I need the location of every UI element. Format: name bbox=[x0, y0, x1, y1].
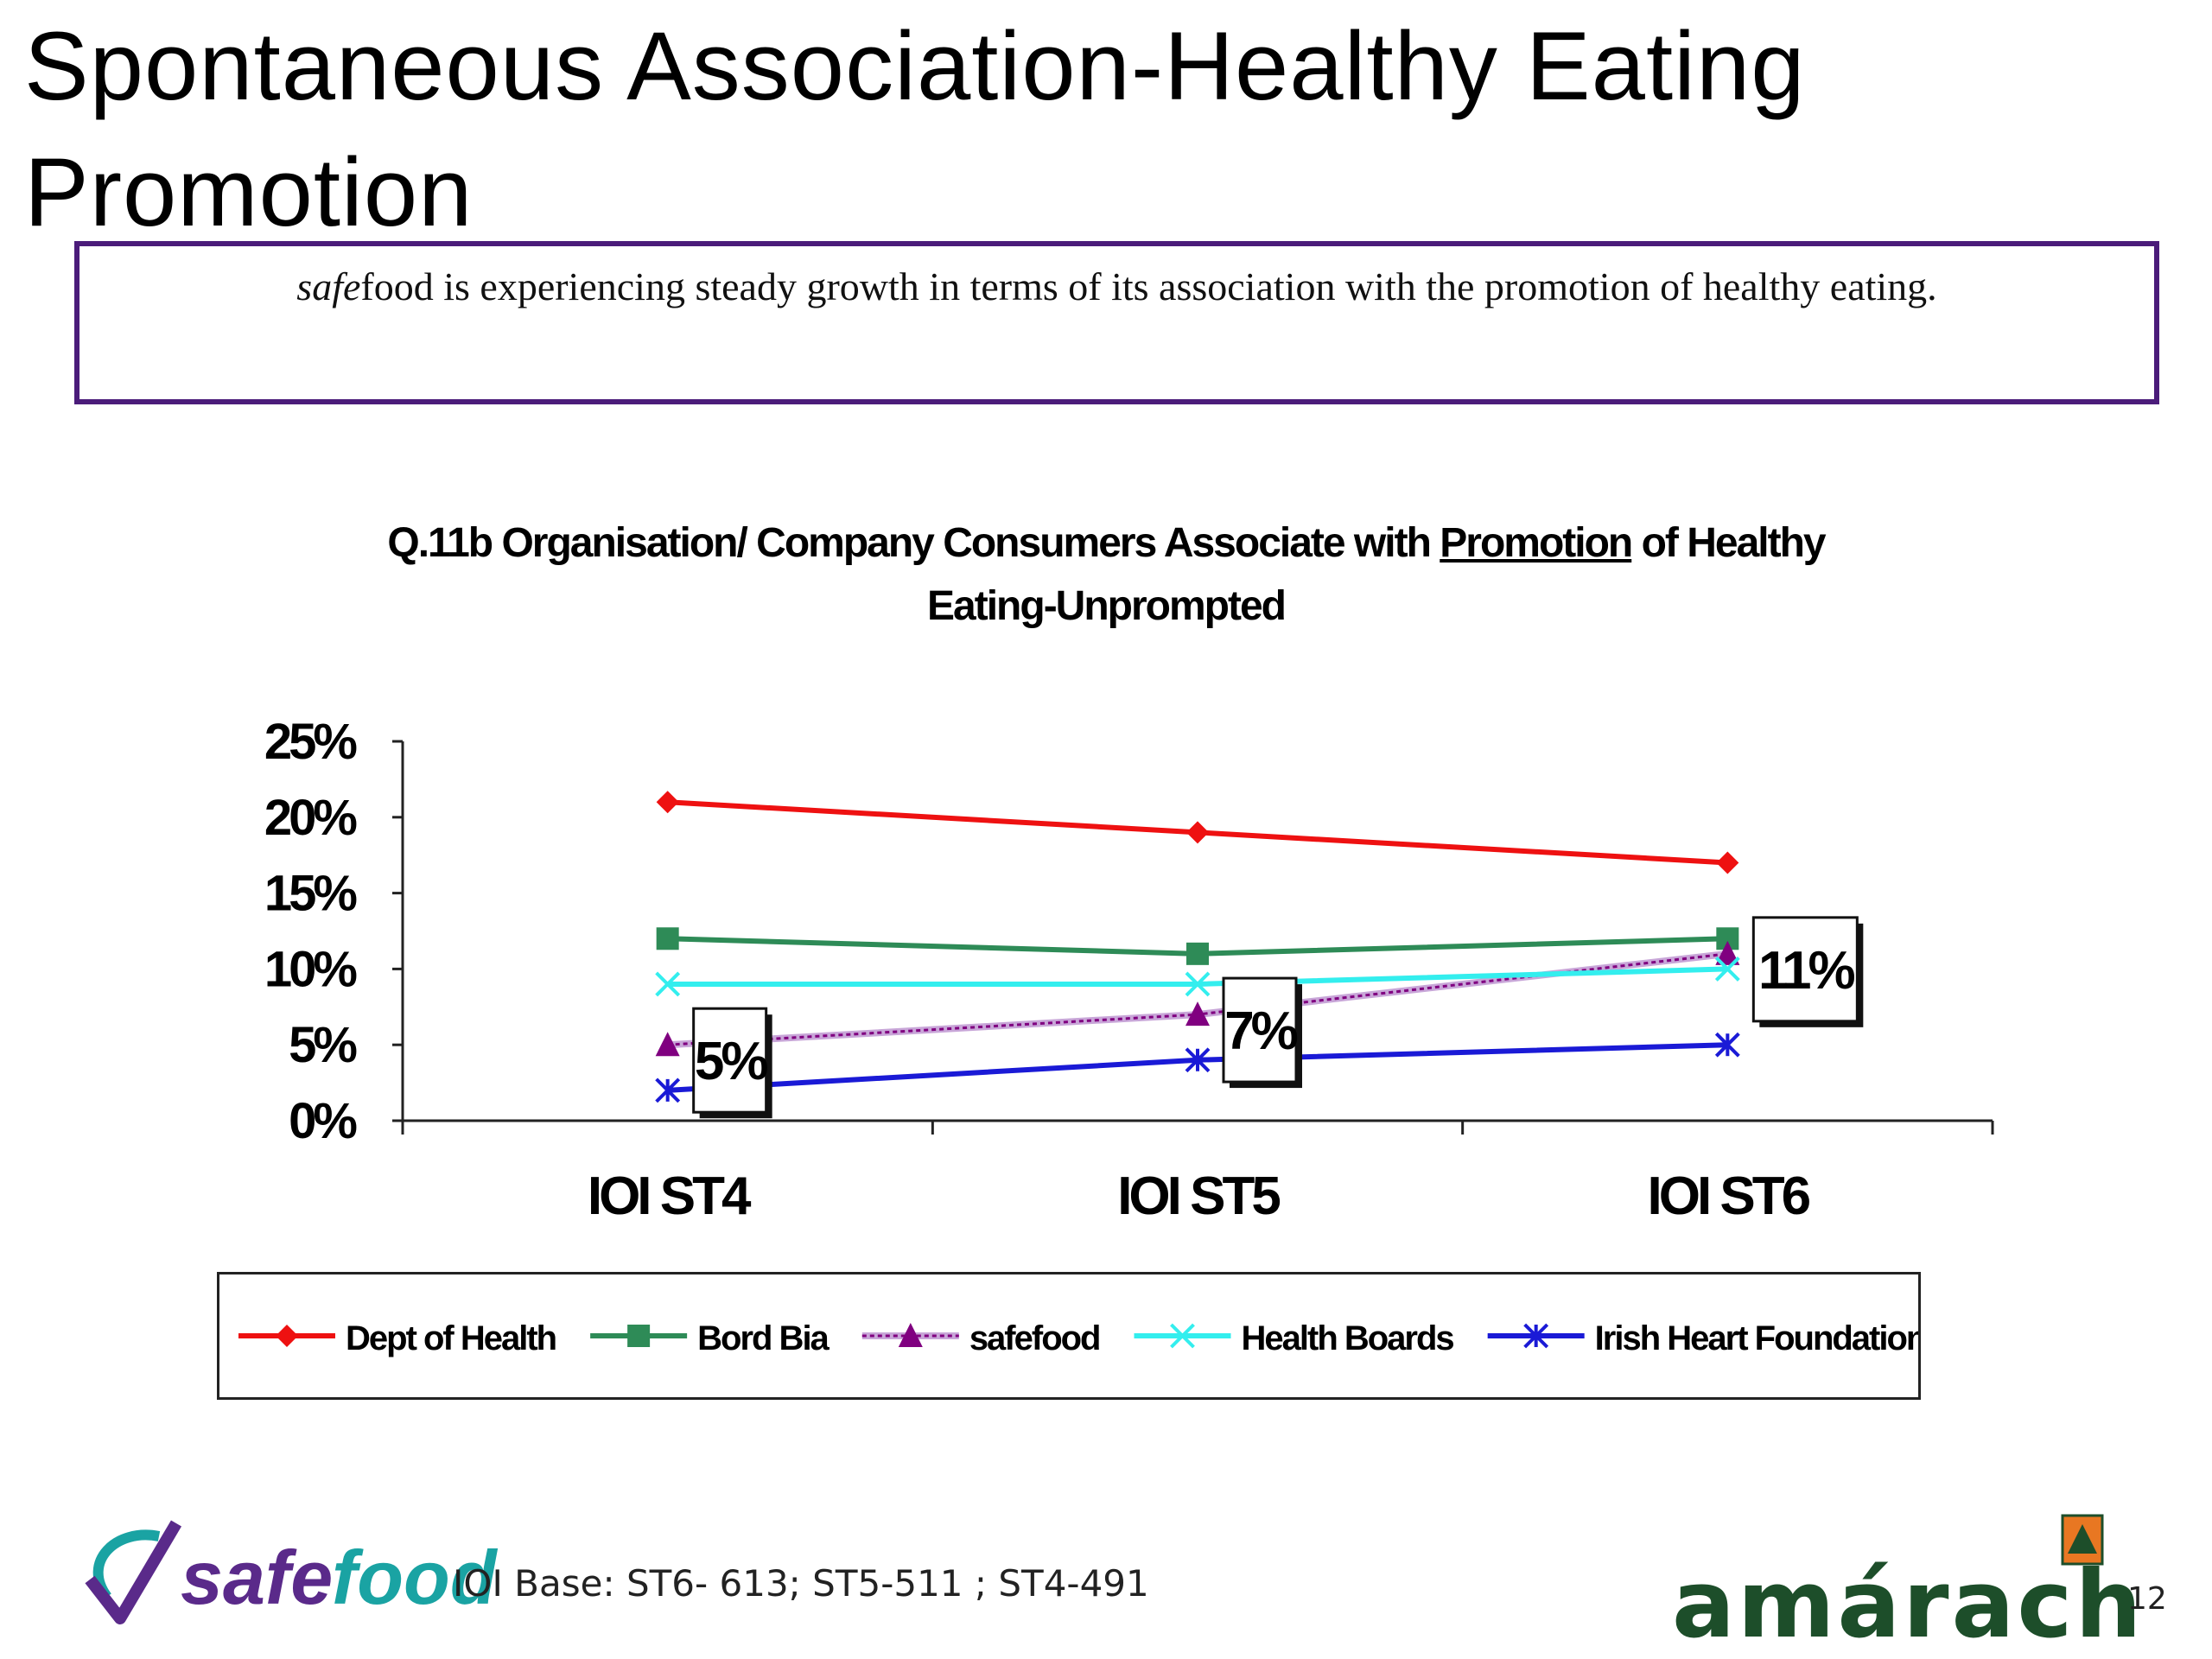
data-point-bord-bia bbox=[656, 927, 679, 950]
series-bord-bia bbox=[656, 927, 1739, 965]
amarach-logo: amárach bbox=[1672, 1551, 2145, 1659]
data-point-safefood bbox=[1715, 940, 1740, 965]
data-point-irish-heart-foundation bbox=[655, 1077, 681, 1103]
x-tick-label: IOI ST6 bbox=[1648, 1166, 1810, 1226]
data-label: 5% bbox=[695, 1032, 767, 1091]
legend-marker bbox=[1170, 1323, 1195, 1349]
legend-marker bbox=[276, 1325, 298, 1347]
svg-text:safe: safe bbox=[181, 1535, 333, 1620]
data-point-dept-of-health bbox=[1186, 821, 1209, 844]
data-point-dept-of-health bbox=[1716, 851, 1739, 874]
data-point-dept-of-health bbox=[656, 791, 679, 814]
y-tick-label: 20% bbox=[264, 790, 358, 846]
data-label-callout: 7% bbox=[1222, 976, 1302, 1089]
legend-marker bbox=[627, 1325, 651, 1347]
legend-item-dept-of-health: Dept of Health bbox=[238, 1319, 557, 1357]
chart-title-prefix: Q.11b Organisation/ Company Consumers As… bbox=[387, 520, 1440, 566]
key-finding-body: food is experiencing steady growth in te… bbox=[360, 264, 1937, 308]
legend-item-health-boards: Health Boards bbox=[1134, 1319, 1455, 1357]
data-point-irish-heart-foundation bbox=[1714, 1032, 1740, 1058]
chart-title: Q.11b Organisation/ Company Consumers As… bbox=[328, 512, 1884, 638]
legend-marker bbox=[1523, 1323, 1549, 1349]
legend-item-safefood: safefood bbox=[861, 1319, 1102, 1357]
data-label: 11% bbox=[1758, 941, 1855, 1001]
brand-name: safe bbox=[296, 264, 361, 308]
data-label-callout: 11% bbox=[1751, 916, 1864, 1027]
series-irish-heart-foundation bbox=[655, 1032, 1740, 1103]
y-tick-label: 0% bbox=[289, 1093, 357, 1149]
data-point-bord-bia bbox=[1186, 942, 1209, 965]
legend-label: Bord Bia bbox=[697, 1319, 830, 1357]
data-point-irish-heart-foundation bbox=[1185, 1047, 1211, 1073]
legend-label: Health Boards bbox=[1242, 1319, 1454, 1357]
base-footnote: IOI Base: ST6- 613; ST5-511 ; ST4-491 bbox=[453, 1562, 1149, 1605]
line-chart: 0% 5% 10% 15% 20% 25% IOI ST4 IOI ST5 IOI ST6 5% 7… bbox=[264, 714, 1994, 1226]
svg-text:food: food bbox=[332, 1535, 499, 1620]
data-point-health-boards bbox=[1185, 971, 1211, 997]
data-label-callout: 5% bbox=[692, 1007, 772, 1119]
series-line-dash-safefood bbox=[667, 952, 1728, 1046]
series-dept-of-health bbox=[656, 791, 1739, 874]
series-health-boards bbox=[655, 956, 1740, 997]
x-tick-label: IOI ST5 bbox=[1117, 1166, 1280, 1226]
key-finding-box: safefood is experiencing steady growth i… bbox=[74, 241, 2159, 404]
data-point-safefood bbox=[1185, 1001, 1210, 1027]
data-point-health-boards bbox=[1714, 956, 1740, 982]
y-tick-label: 10% bbox=[264, 941, 358, 997]
legend-label: safefood bbox=[969, 1319, 1100, 1357]
legend-marker bbox=[898, 1323, 923, 1347]
chart-title-suffix: of Healthy Eating-Unprompted bbox=[927, 520, 1827, 629]
slide-title: Spontaneous Association-Healthy Eating P… bbox=[24, 12, 1806, 246]
y-tick-label: 15% bbox=[264, 866, 358, 922]
page-number: 12 bbox=[2127, 1581, 2167, 1617]
legend-item-irish-heart-foundation: Irish Heart Foundation bbox=[1487, 1319, 1927, 1357]
legend-label: Irish Heart Foundation bbox=[1595, 1319, 1918, 1357]
data-point-health-boards bbox=[655, 971, 681, 997]
chart-title-underlined: Promotion bbox=[1440, 520, 1633, 566]
y-tick-label: 25% bbox=[264, 714, 358, 770]
chart-legend: Dept of Health Bord Bia safefood Health Boa… bbox=[217, 1272, 1927, 1400]
amarach-mark-icon bbox=[2061, 1514, 2104, 1566]
series-line-safefood bbox=[667, 950, 1728, 1049]
y-tick-label: 5% bbox=[289, 1017, 357, 1073]
safefood-logo: safe food bbox=[85, 1520, 499, 1624]
legend-item-bord-bia: Bord Bia bbox=[590, 1319, 832, 1357]
data-label: 7% bbox=[1224, 1001, 1297, 1061]
legend-label: Dept of Health bbox=[346, 1319, 556, 1357]
data-point-safefood bbox=[655, 1032, 680, 1057]
x-tick-label: IOI ST4 bbox=[588, 1166, 752, 1226]
key-finding-text: safefood is experiencing steady growth i… bbox=[79, 264, 2154, 309]
